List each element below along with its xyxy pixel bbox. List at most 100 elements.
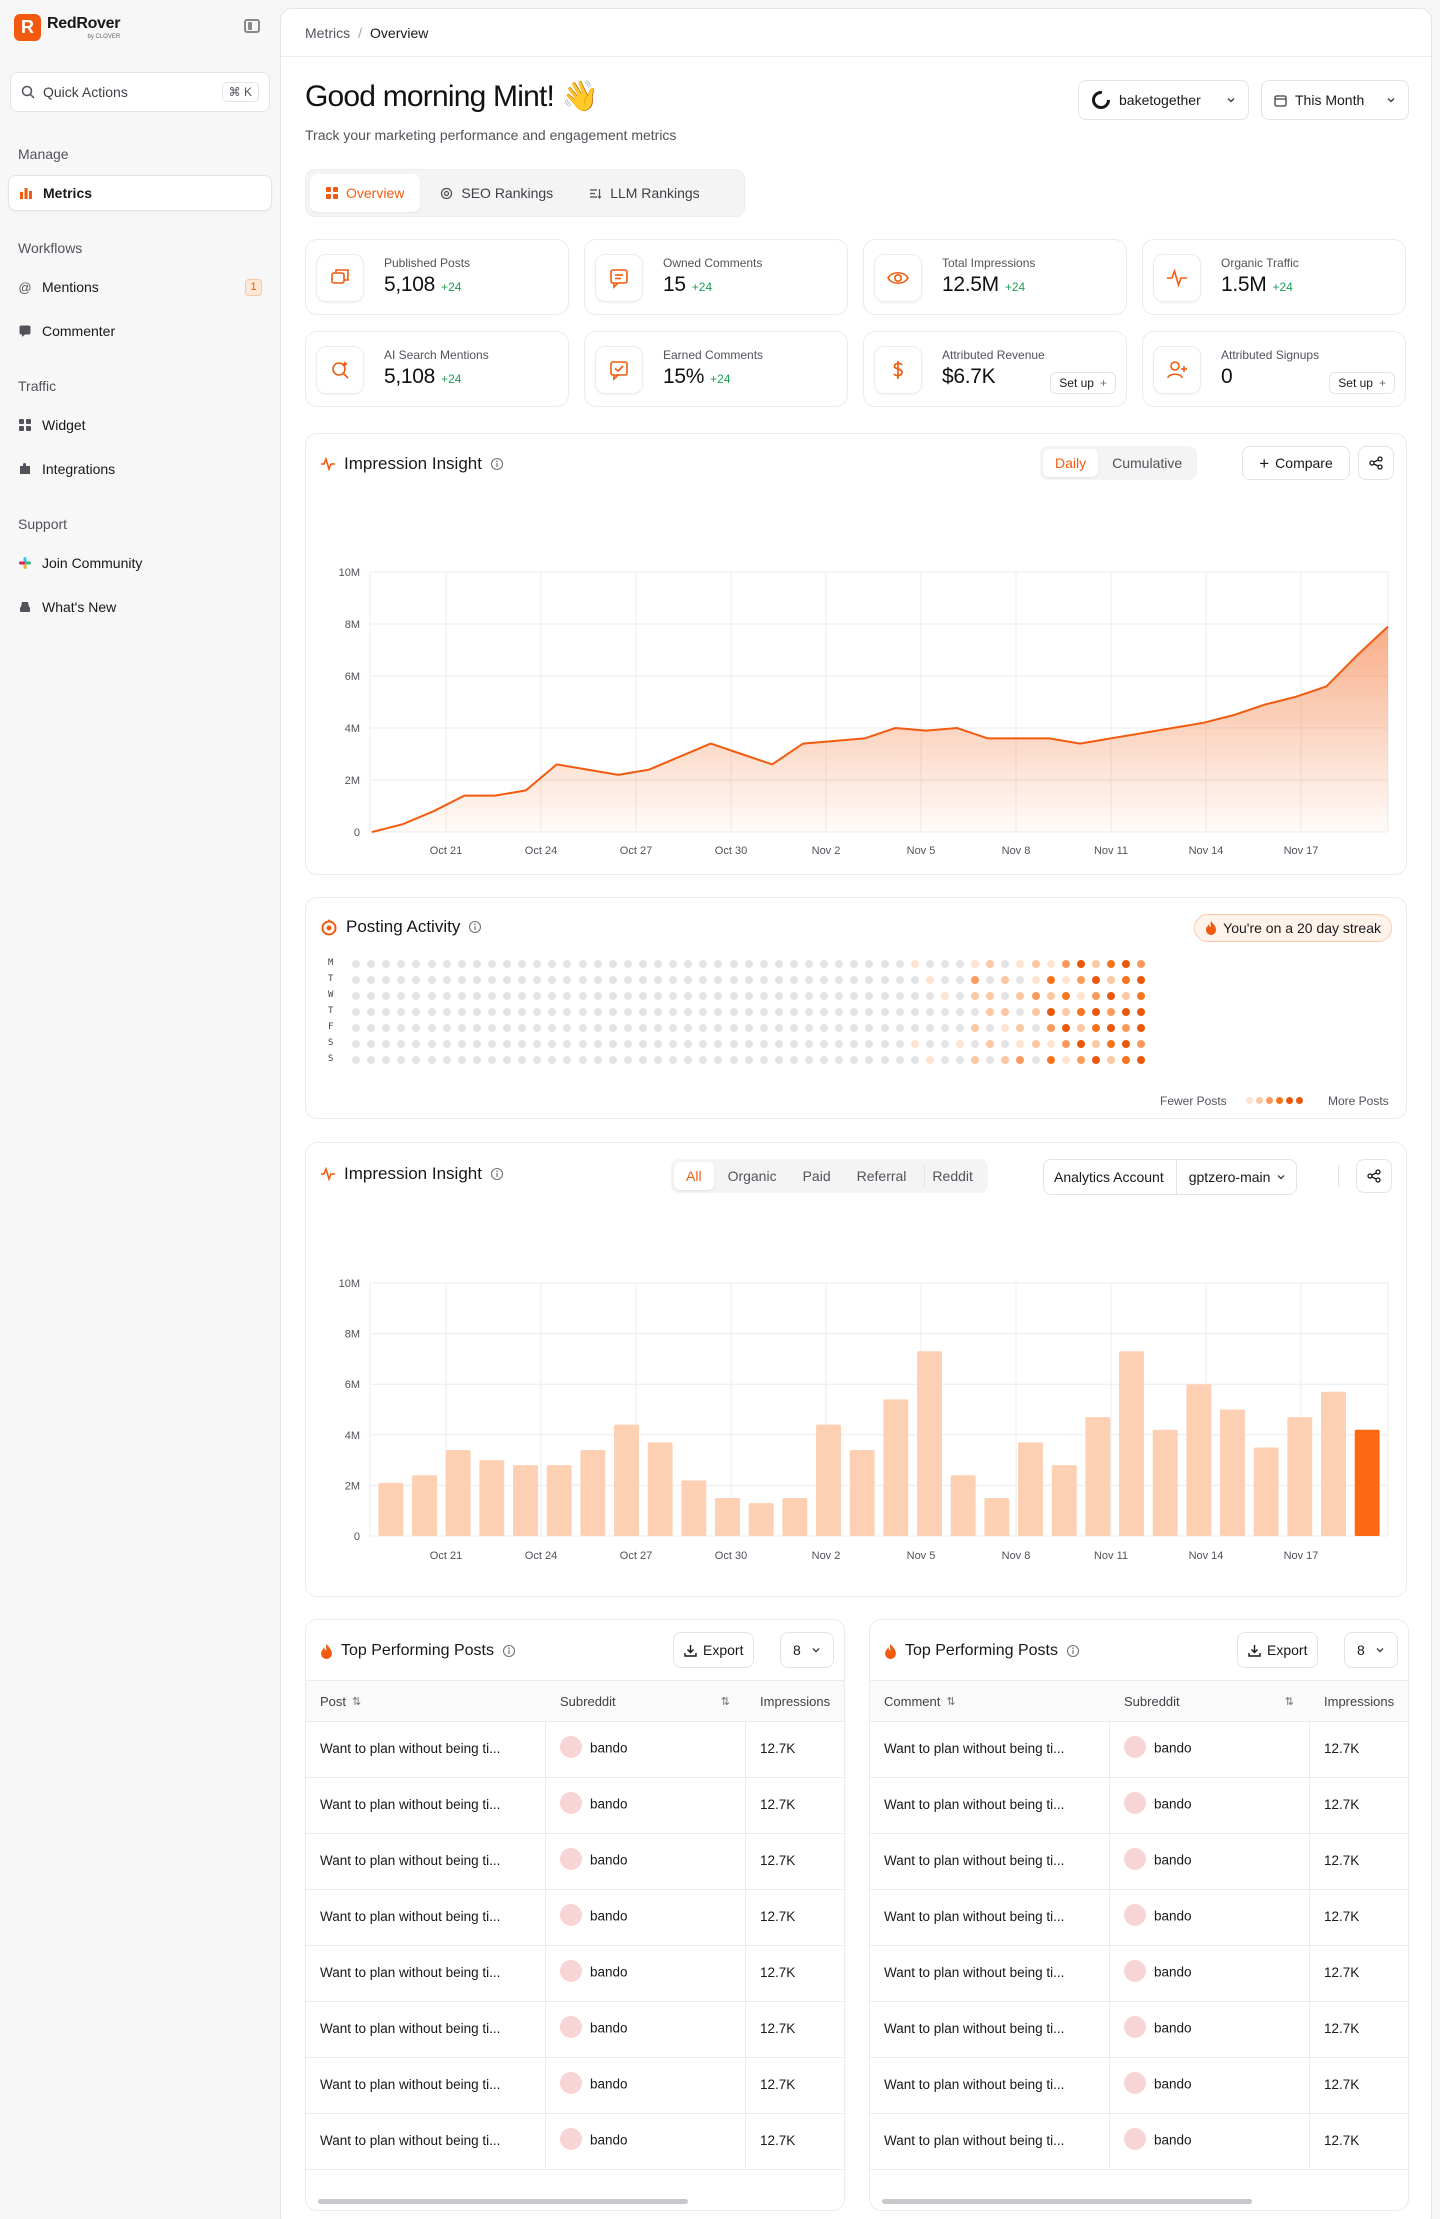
bar[interactable] xyxy=(715,1498,740,1536)
activity-cell[interactable] xyxy=(850,976,859,984)
activity-cell[interactable] xyxy=(714,1008,723,1016)
data-point[interactable] xyxy=(920,725,932,737)
activity-cell[interactable] xyxy=(518,976,527,984)
table-row[interactable]: Want to plan without being ti... bando 12.… xyxy=(870,1778,1408,1834)
activity-cell[interactable] xyxy=(533,1008,542,1016)
activity-cell[interactable] xyxy=(382,1008,391,1016)
activity-cell[interactable] xyxy=(367,960,376,968)
bar[interactable] xyxy=(1018,1442,1043,1536)
subreddit-name[interactable]: bando xyxy=(1154,1908,1192,1924)
activity-cell[interactable] xyxy=(578,992,587,1000)
data-point[interactable] xyxy=(643,764,655,776)
activity-cell[interactable] xyxy=(714,1056,723,1064)
data-point[interactable] xyxy=(1228,709,1240,721)
activity-cell[interactable] xyxy=(910,1024,919,1032)
column-header[interactable]: Subreddit ⇅ xyxy=(1124,1694,1294,1709)
activity-cell[interactable] xyxy=(638,1024,647,1032)
activity-cell[interactable] xyxy=(714,976,723,984)
activity-cell[interactable] xyxy=(1122,1008,1131,1016)
activity-cell[interactable] xyxy=(623,1056,632,1064)
post-title[interactable]: Want to plan without being ti... xyxy=(320,1741,501,1756)
activity-cell[interactable] xyxy=(940,960,949,968)
activity-cell[interactable] xyxy=(608,1008,617,1016)
activity-cell[interactable] xyxy=(487,992,496,1000)
table-row[interactable]: Want to plan without being ti... bando 12.… xyxy=(306,1946,844,2002)
activity-cell[interactable] xyxy=(472,976,481,984)
activity-cell[interactable] xyxy=(578,1008,587,1016)
activity-cell[interactable] xyxy=(956,976,964,984)
activity-cell[interactable] xyxy=(774,976,783,984)
activity-cell[interactable] xyxy=(1001,976,1010,984)
activity-cell[interactable] xyxy=(518,1008,527,1016)
table-row[interactable]: Want to plan without being ti... bando 12.… xyxy=(870,2058,1408,2114)
activity-cell[interactable] xyxy=(367,1056,376,1064)
activity-cell[interactable] xyxy=(714,960,723,968)
activity-cell[interactable] xyxy=(880,1008,889,1016)
data-point[interactable] xyxy=(1320,680,1332,692)
activity-cell[interactable] xyxy=(593,992,602,1000)
tab-overview[interactable]: Overview xyxy=(310,174,421,212)
activity-cell[interactable] xyxy=(759,1056,768,1064)
activity-cell[interactable] xyxy=(940,1040,949,1048)
activity-cell[interactable] xyxy=(1046,1024,1055,1032)
row-count-select[interactable]: 8 xyxy=(780,1632,834,1668)
activity-cell[interactable] xyxy=(1046,1008,1055,1016)
post-title[interactable]: Want to plan without being ti... xyxy=(884,2021,1065,2036)
activity-cell[interactable] xyxy=(805,976,813,984)
bar[interactable] xyxy=(984,1498,1010,1536)
subreddit-name[interactable]: bando xyxy=(590,1740,628,1756)
activity-cell[interactable] xyxy=(593,976,602,984)
activity-cell[interactable] xyxy=(427,1024,436,1032)
activity-cell[interactable] xyxy=(1107,976,1115,984)
activity-cell[interactable] xyxy=(759,1040,768,1048)
post-title[interactable]: Want to plan without being ti... xyxy=(884,1741,1065,1756)
horizontal-scrollbar[interactable] xyxy=(318,2199,688,2204)
activity-cell[interactable] xyxy=(352,1040,360,1048)
activity-cell[interactable] xyxy=(1016,1056,1025,1064)
bar[interactable] xyxy=(445,1449,471,1536)
activity-cell[interactable] xyxy=(442,1008,451,1016)
bar[interactable] xyxy=(614,1424,639,1536)
info-icon[interactable] xyxy=(468,920,482,934)
activity-cell[interactable] xyxy=(623,1024,632,1032)
activity-cell[interactable] xyxy=(956,1040,964,1048)
bar[interactable] xyxy=(580,1449,606,1536)
activity-cell[interactable] xyxy=(1107,1024,1115,1032)
data-point[interactable] xyxy=(1166,722,1178,734)
activity-cell[interactable] xyxy=(1031,1008,1040,1016)
activity-cell[interactable] xyxy=(1076,960,1085,968)
activity-cell[interactable] xyxy=(835,1008,844,1016)
activity-cell[interactable] xyxy=(850,992,859,1000)
activity-cell[interactable] xyxy=(382,992,391,1000)
activity-cell[interactable] xyxy=(880,976,889,984)
activity-cell[interactable] xyxy=(638,1008,647,1016)
activity-cell[interactable] xyxy=(1031,976,1040,984)
activity-cell[interactable] xyxy=(986,1056,995,1064)
activity-cell[interactable] xyxy=(729,1056,738,1064)
activity-cell[interactable] xyxy=(759,976,768,984)
share-button[interactable] xyxy=(1356,1159,1392,1193)
activity-cell[interactable] xyxy=(533,1024,542,1032)
subreddit-name[interactable]: bando xyxy=(590,2132,628,2148)
activity-cell[interactable] xyxy=(729,1008,738,1016)
table-row[interactable]: Want to plan without being ti... bando 12.… xyxy=(870,1834,1408,1890)
activity-cell[interactable] xyxy=(412,1040,421,1048)
bar[interactable] xyxy=(1186,1384,1212,1536)
activity-cell[interactable] xyxy=(503,1024,511,1032)
activity-cell[interactable] xyxy=(1001,1040,1010,1048)
activity-cell[interactable] xyxy=(865,1024,874,1032)
activity-cell[interactable] xyxy=(714,1040,723,1048)
activity-cell[interactable] xyxy=(1107,1056,1115,1064)
subreddit-name[interactable]: bando xyxy=(1154,1852,1192,1868)
activity-cell[interactable] xyxy=(487,1056,496,1064)
activity-cell[interactable] xyxy=(956,1056,964,1064)
bar[interactable] xyxy=(883,1399,909,1536)
activity-cell[interactable] xyxy=(1016,1024,1025,1032)
post-title[interactable]: Want to plan without being ti... xyxy=(320,1797,501,1812)
activity-cell[interactable] xyxy=(352,1024,360,1032)
activity-cell[interactable] xyxy=(1137,960,1146,968)
activity-cell[interactable] xyxy=(940,1024,949,1032)
activity-cell[interactable] xyxy=(382,976,391,984)
activity-cell[interactable] xyxy=(880,1040,889,1048)
activity-cell[interactable] xyxy=(956,1008,964,1016)
